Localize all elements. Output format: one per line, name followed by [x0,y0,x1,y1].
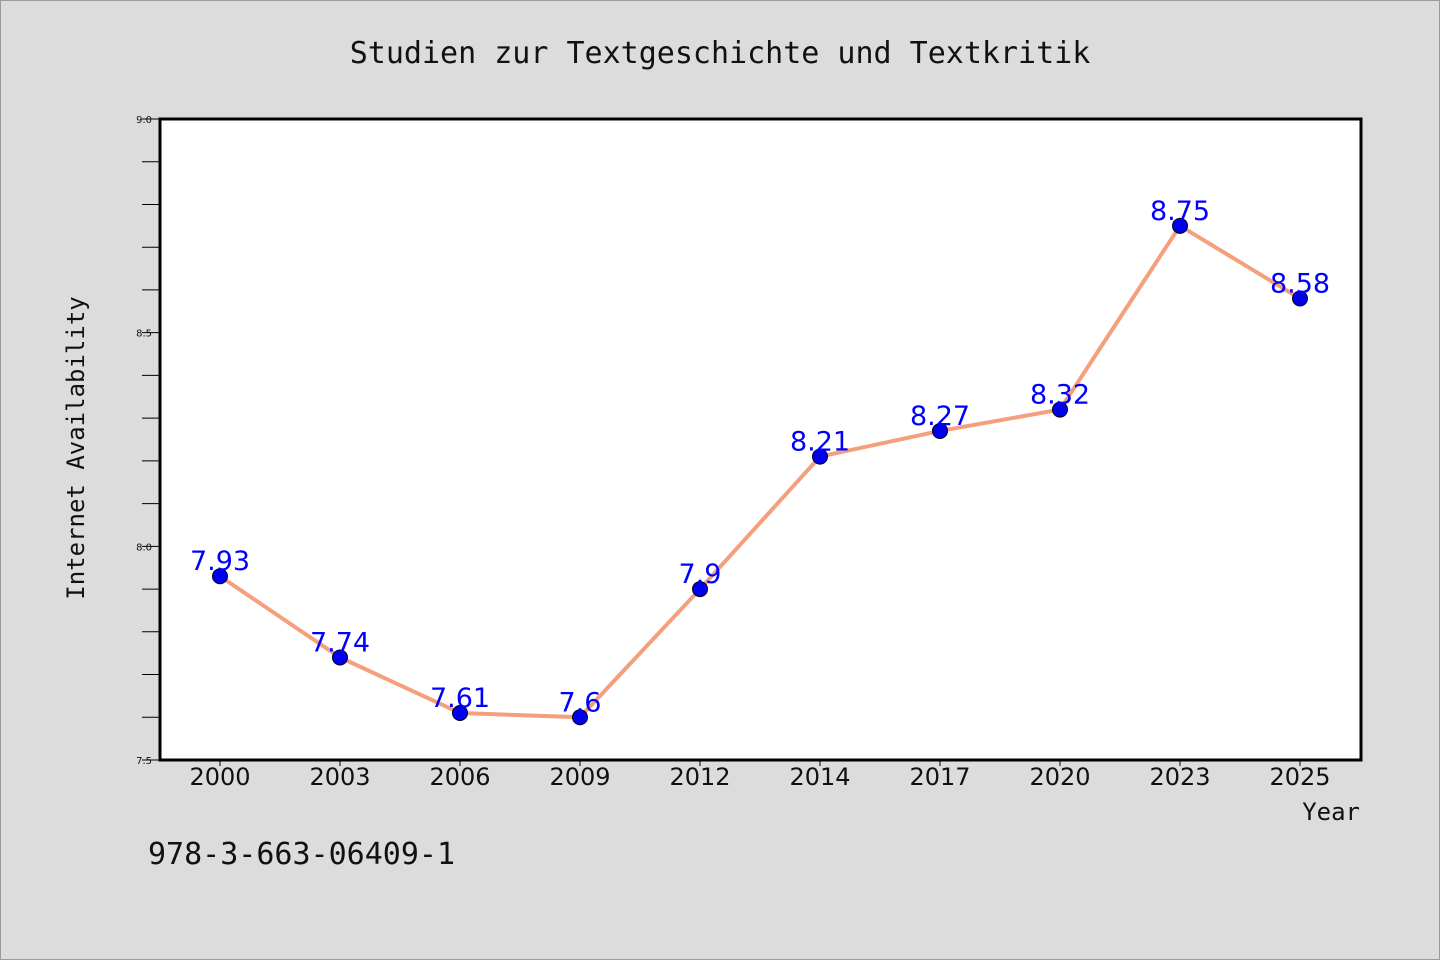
data-point [452,704,468,721]
data-label: 7.9 [679,559,722,590]
data-label: 8.58 [1270,268,1330,299]
x-tick-label: 2006 [429,763,490,791]
y-axis-label: Internet Availability [62,296,90,599]
x-tick-label: 2020 [1029,763,1090,791]
y-tick-label: 9.0 [136,115,152,126]
y-axis: 7.5 8.0 8.5 9.0 [136,115,160,767]
data-point [812,448,828,465]
data-point [572,709,588,726]
x-axis: 2000 2003 2006 2009 2012 2014 2017 2020 2023 2025 [189,760,1331,791]
chart-title: Studien zur Textgeschichte und Textkriti… [350,36,1091,71]
isbn-footnote: 978-3-663-06409-1 [148,837,455,872]
x-tick-label: 2012 [669,763,730,791]
x-tick-label: 2025 [1269,763,1330,791]
y-tick-label: 7.5 [136,756,152,767]
x-tick-label: 2003 [309,763,370,791]
data-label: 7.74 [310,627,370,658]
series-line-group [218,223,1302,720]
series-line [218,223,1302,720]
data-label: 8.75 [1150,196,1210,227]
x-axis-label: Year [1302,798,1360,826]
data-point [212,568,228,585]
x-tick-label: 2000 [189,763,250,791]
data-point [692,581,708,598]
data-point [1052,401,1068,418]
data-label: 7.93 [190,546,250,577]
markers-group [212,217,1308,726]
data-label: 8.27 [910,401,970,432]
data-point [932,422,948,439]
data-point [332,649,348,666]
data-point [1292,290,1308,307]
data-point [1172,217,1188,234]
x-tick-label: 2017 [909,763,970,791]
data-labels-group: 7.93 7.74 7.61 7.6 7.9 8.21 8.27 8.32 8.75 8.58 [190,196,1330,718]
data-label: 7.6 [559,687,602,718]
plot-area [158,117,1363,762]
y-tick-label: 8.0 [136,542,152,553]
data-label: 8.32 [1030,380,1090,411]
x-tick-label: 2009 [549,763,610,791]
data-label: 7.61 [430,683,490,714]
x-tick-label: 2023 [1149,763,1210,791]
x-tick-label: 2014 [789,763,850,791]
data-label: 8.21 [790,427,850,458]
y-tick-label: 8.5 [136,329,152,340]
